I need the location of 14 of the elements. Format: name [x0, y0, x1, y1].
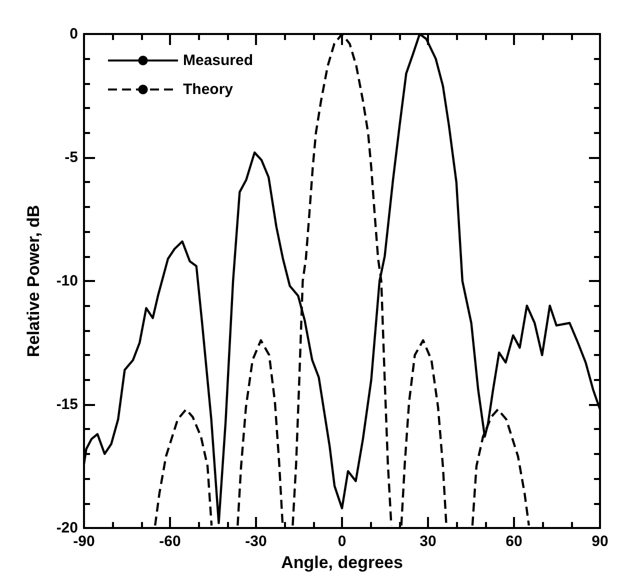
y-tick-label: -10 — [56, 272, 78, 290]
x-tick-label: 0 — [338, 533, 346, 550]
legend-label: Theory — [183, 81, 234, 98]
y-tick-label: -5 — [64, 149, 78, 166]
x-tick-label: 30 — [420, 533, 436, 550]
x-tick-label: -60 — [159, 533, 181, 550]
x-tick-label: -30 — [245, 533, 267, 550]
x-tick-label: 90 — [592, 533, 608, 550]
legend-label: Measured — [183, 52, 254, 69]
y-tick-label: -15 — [56, 396, 78, 413]
x-tick-label: 60 — [506, 533, 522, 550]
x-axis-title: Angle, degrees — [281, 552, 403, 572]
y-axis-title: Relative Power, dB — [24, 204, 43, 358]
y-tick-label: 0 — [70, 26, 78, 42]
